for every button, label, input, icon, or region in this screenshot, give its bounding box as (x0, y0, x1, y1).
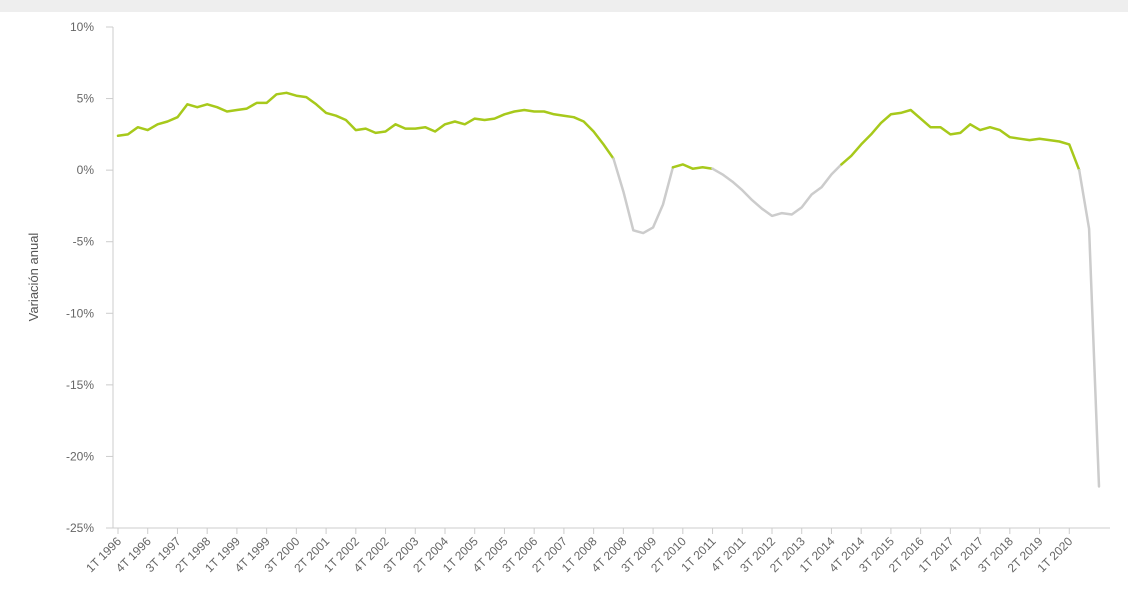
y-axis-title: Variación anual (26, 233, 41, 322)
series-line-positive (840, 108, 1081, 172)
axes (112, 27, 1110, 529)
top-strip (0, 0, 1128, 12)
y-tick-label: 10% (70, 20, 94, 34)
y-tick-label: -10% (66, 306, 94, 320)
series-line-positive (116, 91, 615, 160)
y-axis-ticks: 10% 5% 0% -5% -10% -15% -20% -25% (66, 20, 113, 535)
y-tick-label: -25% (66, 521, 94, 535)
y-tick-label: 0% (77, 163, 95, 177)
series-line-negative (711, 163, 843, 218)
series-line-negative (612, 157, 675, 235)
series-line-negative (1077, 168, 1101, 488)
y-tick-label: -15% (66, 378, 94, 392)
series-line-positive (671, 163, 714, 170)
y-axis-title-group: Variación anual (26, 233, 41, 322)
y-tick-label: -5% (73, 235, 95, 249)
series-lines (116, 91, 1101, 488)
y-tick-label: 5% (77, 92, 95, 106)
y-tick-label: -20% (66, 449, 94, 463)
